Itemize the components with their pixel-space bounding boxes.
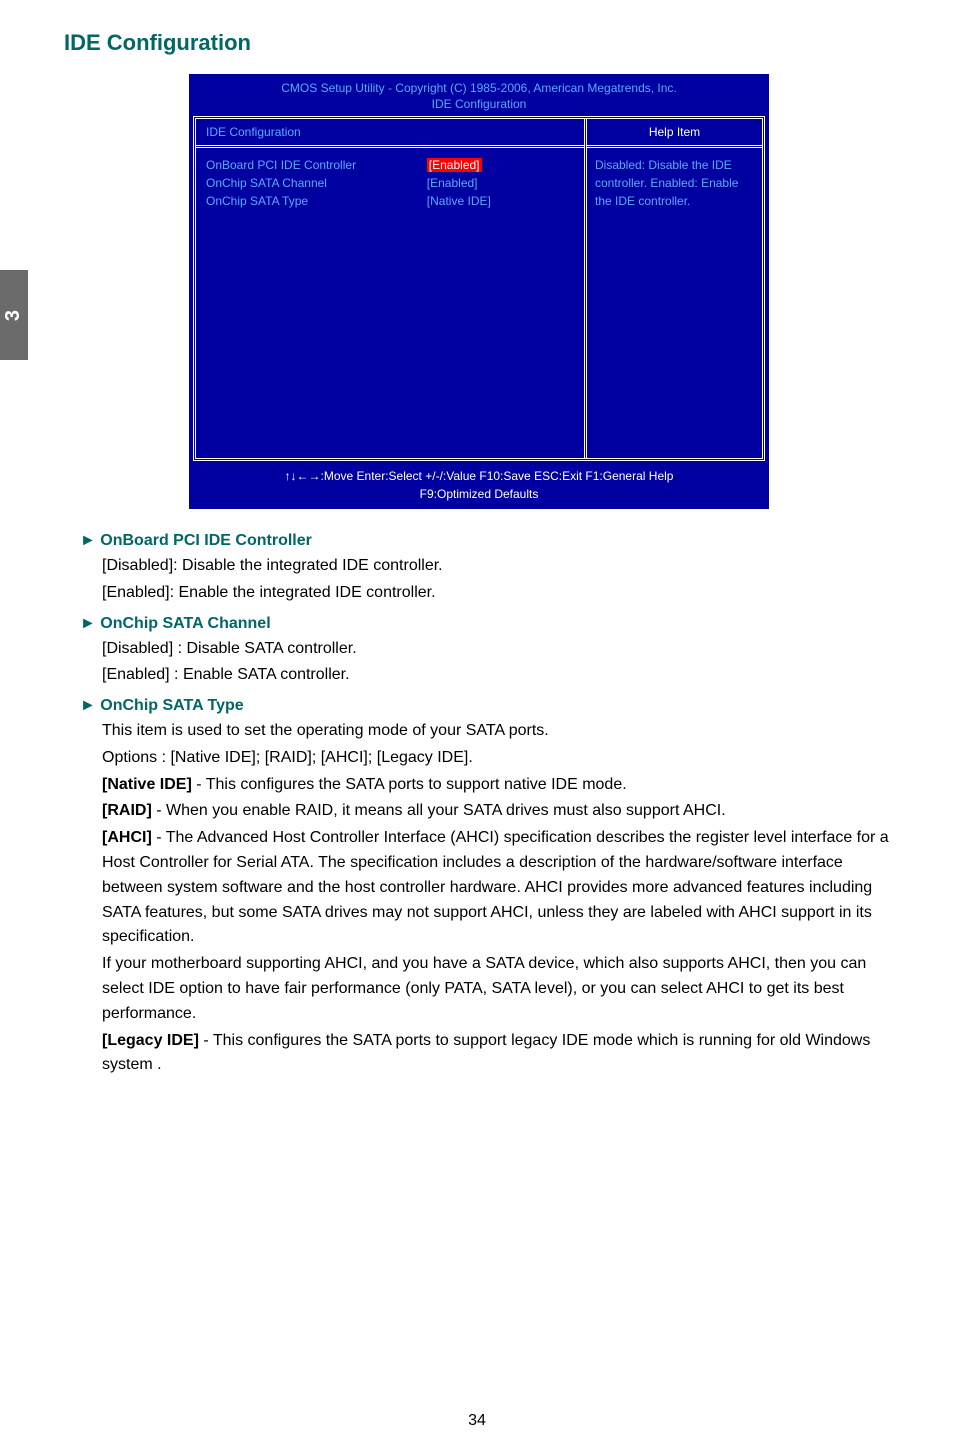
- item-paragraph: [Disabled] : Disable SATA controller.: [102, 637, 894, 662]
- item-desc: [Disabled] : Disable SATA controller. [E…: [102, 637, 894, 689]
- item-paragraph: [RAID] - When you enable RAID, it means …: [102, 799, 894, 824]
- bios-row-value: [Enabled]: [427, 156, 574, 174]
- bios-left-header: IDE Configuration: [196, 119, 584, 148]
- item-paragraph: [Disabled]: Disable the integrated IDE c…: [102, 554, 894, 579]
- body-text: ► OnBoard PCI IDE Controller [Disabled]:…: [80, 529, 894, 1078]
- item-paragraph: This item is used to set the operating m…: [102, 719, 894, 744]
- bios-left-panel: IDE Configuration OnBoard PCI IDE Contro…: [196, 119, 587, 458]
- bios-row-value: [Native IDE]: [427, 192, 574, 210]
- item-header: ► OnChip SATA Channel: [80, 612, 894, 637]
- bios-footer: ↑↓←→:Move Enter:Select +/-/:Value F10:Sa…: [193, 461, 765, 505]
- bios-footer-line1: ↑↓←→:Move Enter:Select +/-/:Value F10:Sa…: [199, 467, 759, 485]
- page-content: IDE Configuration CMOS Setup Utility - C…: [64, 30, 894, 1080]
- bios-right-header: Help Item: [587, 119, 762, 148]
- item-paragraph: [Enabled]: Enable the integrated IDE con…: [102, 581, 894, 606]
- bios-header: CMOS Setup Utility - Copyright (C) 1985-…: [193, 80, 765, 112]
- item-desc: [Disabled]: Disable the integrated IDE c…: [102, 554, 894, 606]
- bios-left-body: OnBoard PCI IDE Controller OnChip SATA C…: [196, 148, 584, 458]
- bios-row-value: [Enabled]: [427, 174, 574, 192]
- bios-right-panel: Help Item Disabled: Disable the IDE cont…: [587, 119, 762, 458]
- bios-grid: IDE Configuration OnBoard PCI IDE Contro…: [193, 116, 765, 461]
- item-desc: This item is used to set the operating m…: [102, 719, 894, 1078]
- side-tab-number: 3: [3, 309, 26, 320]
- bios-header-line2: IDE Configuration: [193, 96, 765, 112]
- bios-values-col: [Enabled] [Enabled] [Native IDE]: [427, 156, 574, 450]
- item-header: ► OnBoard PCI IDE Controller: [80, 529, 894, 554]
- bios-help-text: Disabled: Disable the IDE controller. En…: [587, 148, 762, 218]
- bios-row-label: OnBoard PCI IDE Controller: [206, 156, 427, 174]
- item-paragraph: Options : [Native IDE]; [RAID]; [AHCI]; …: [102, 746, 894, 771]
- bios-header-line1: CMOS Setup Utility - Copyright (C) 1985-…: [193, 80, 765, 96]
- bios-labels-col: OnBoard PCI IDE Controller OnChip SATA C…: [206, 156, 427, 450]
- section-title: IDE Configuration: [64, 30, 894, 56]
- bios-row-label: OnChip SATA Channel: [206, 174, 427, 192]
- item-paragraph: [AHCI] - The Advanced Host Controller In…: [102, 826, 894, 950]
- bios-row-label: OnChip SATA Type: [206, 192, 427, 210]
- item-header: ► OnChip SATA Type: [80, 694, 894, 719]
- side-tab: 3: [0, 270, 28, 360]
- bios-footer-line2: F9:Optimized Defaults: [199, 485, 759, 503]
- item-paragraph: [Legacy IDE] - This configures the SATA …: [102, 1029, 894, 1079]
- item-paragraph: [Enabled] : Enable SATA controller.: [102, 663, 894, 688]
- bios-value-highlight: [Enabled]: [427, 158, 482, 172]
- item-paragraph: [Native IDE] - This configures the SATA …: [102, 773, 894, 798]
- bios-screenshot: CMOS Setup Utility - Copyright (C) 1985-…: [189, 74, 769, 509]
- item-paragraph: If your motherboard supporting AHCI, and…: [102, 952, 894, 1026]
- page-number: 34: [0, 1412, 954, 1430]
